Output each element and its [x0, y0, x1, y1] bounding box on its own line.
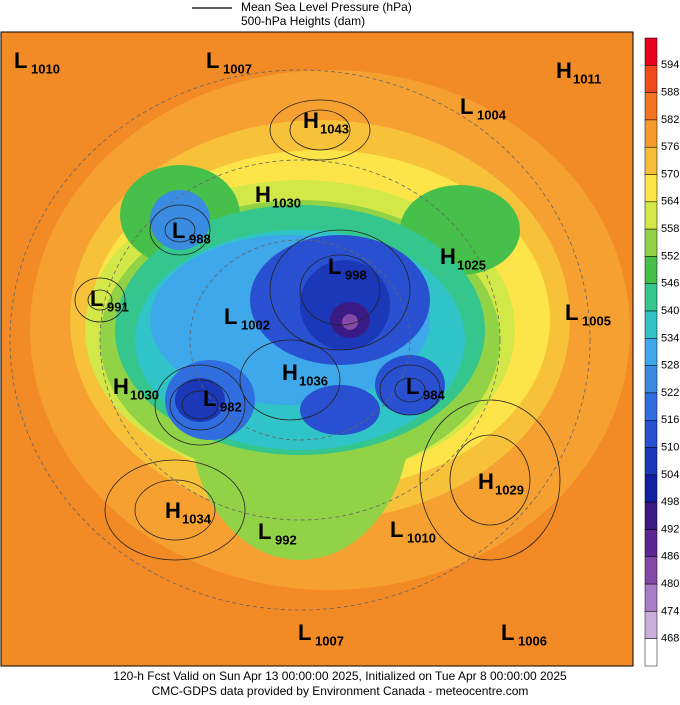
- center-letter: L: [328, 254, 341, 279]
- colorbar-cell: [644, 37, 658, 66]
- center-letter: L: [460, 94, 473, 119]
- center-pressure: 1010: [31, 61, 60, 76]
- center-letter: L: [14, 48, 27, 73]
- center-pressure: 1025: [457, 257, 486, 272]
- center-letter: L: [224, 304, 237, 329]
- center-pressure: 1004: [477, 107, 507, 122]
- center-letter: H: [303, 108, 319, 133]
- colorbar-label: 498: [661, 496, 679, 508]
- center-letter: L: [172, 218, 185, 243]
- colorbar-label: 582: [661, 114, 679, 126]
- colorbar-cell: [644, 611, 658, 639]
- colorbar-label: 516: [661, 414, 679, 426]
- colorbar-label: 522: [661, 387, 679, 399]
- colorbar-label: 546: [661, 278, 679, 290]
- center-letter: L: [203, 386, 216, 411]
- center-letter: H: [478, 469, 494, 494]
- colorbar-cell: [644, 501, 658, 530]
- center-letter: L: [258, 519, 271, 544]
- center-pressure: 984: [423, 387, 445, 402]
- center-pressure: 1036: [299, 373, 328, 388]
- colorbar-cell: [644, 474, 658, 503]
- colorbar-label: 528: [661, 360, 679, 372]
- footer: 120-h Fcst Valid on Sun Apr 13 00:00:00 …: [113, 669, 567, 683]
- colorbar-label: 594: [661, 59, 679, 71]
- colorbar-label: 570: [661, 168, 679, 180]
- center-letter: H: [255, 182, 271, 207]
- colorbar-label: 588: [661, 87, 679, 99]
- colorbar: 594 588 582 576 570 564 558 552 546 540 534 528 522 5…: [644, 37, 679, 667]
- colorbar-cell: [644, 420, 658, 448]
- center-pressure: 1010: [407, 530, 436, 545]
- colorbar-cell: [644, 365, 658, 394]
- legend-label: Mean Sea Level Pressure (hPa): [241, 0, 412, 14]
- colorbar-cell: [644, 256, 658, 284]
- center-pressure: 991: [107, 299, 129, 314]
- center-letter: L: [206, 48, 219, 73]
- colorbar-label: 504: [661, 469, 679, 481]
- colorbar-cell: [644, 338, 658, 366]
- legend-label: 500-hPa Heights (dam): [241, 14, 365, 28]
- center-letter: H: [113, 374, 129, 399]
- colorbar-label: 486: [661, 551, 679, 563]
- colorbar-cell: [644, 392, 658, 421]
- center-letter: L: [298, 620, 311, 645]
- center-pressure: 1029: [495, 482, 524, 497]
- colorbar-cell: [644, 283, 658, 312]
- colorbar-cell: [644, 228, 658, 257]
- center-pressure: 1043: [320, 121, 349, 136]
- center-letter: H: [440, 244, 456, 269]
- colorbar-label: 510: [661, 441, 679, 453]
- colorbar-cell: [644, 201, 658, 230]
- colorbar-cell: [644, 146, 658, 175]
- center-pressure: 1030: [272, 195, 301, 210]
- colorbar-label: 492: [661, 523, 679, 535]
- center-letter: L: [90, 286, 103, 311]
- colorbar-label: 534: [661, 332, 679, 344]
- center-pressure: 1034: [182, 511, 212, 526]
- colorbar-cell: [644, 92, 658, 121]
- center-pressure: 988: [189, 231, 211, 246]
- colorbar-cell: [644, 556, 658, 585]
- colorbar-label: 552: [661, 250, 679, 262]
- colorbar-cell: [644, 447, 658, 476]
- colorbar-cell: [644, 583, 658, 612]
- center-letter: L: [501, 620, 514, 645]
- center-pressure: 1005: [582, 313, 611, 328]
- center-pressure: 1030: [130, 387, 159, 402]
- center-pressure: 1011: [573, 71, 601, 86]
- colorbar-label: 576: [661, 141, 679, 153]
- center-pressure: 998: [345, 267, 367, 282]
- colorbar-label: 474: [661, 605, 679, 617]
- center-letter: H: [556, 58, 572, 83]
- colorbar-cell: [644, 638, 658, 667]
- center-letter: H: [282, 360, 298, 385]
- colorbar-label: 540: [661, 305, 679, 317]
- colorbar-cell: [644, 65, 658, 93]
- colorbar-cell: [644, 529, 658, 558]
- center-pressure: 982: [220, 399, 242, 414]
- colorbar-cell: [644, 119, 658, 148]
- center-pressure: 1006: [518, 633, 547, 648]
- footer: CMC-GDPS data provided by Environment Ca…: [152, 684, 529, 698]
- center-pressure: 1007: [315, 633, 344, 648]
- colorbar-label: 558: [661, 223, 679, 235]
- center-pressure: 1002: [241, 317, 270, 332]
- center-letter: H: [165, 498, 181, 523]
- center-pressure: 992: [275, 532, 297, 547]
- colorbar-label: 480: [661, 578, 679, 590]
- center-letter: L: [406, 374, 419, 399]
- colorbar-label: 564: [661, 196, 679, 208]
- colorbar-cell: [644, 174, 658, 203]
- center-pressure: 1007: [223, 61, 252, 76]
- center-letter: L: [390, 517, 403, 542]
- map: [0, 31, 634, 667]
- colorbar-cell: [644, 310, 658, 339]
- colorbar-label: 468: [661, 633, 679, 645]
- center-letter: L: [565, 300, 578, 325]
